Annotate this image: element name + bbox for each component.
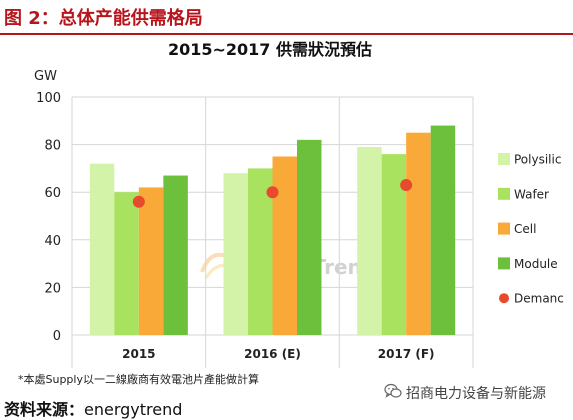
y-tick-label: 0 <box>53 329 61 344</box>
legend-swatch <box>498 222 510 235</box>
y-tick-label: 40 <box>44 234 61 249</box>
x-tick-label: 2015 <box>122 347 155 361</box>
energytrend-logo-icon <box>200 252 227 273</box>
wechat-brand: 招商电力设备与新能源 <box>384 383 546 403</box>
point-demanc-2015 <box>132 195 145 208</box>
legend-label: Wafer <box>514 187 549 201</box>
legend-item-demanc: Demanc <box>499 292 564 306</box>
x-tick-label: 2017 (F) <box>378 347 435 361</box>
point-demanc-2016-e <box>266 186 279 199</box>
bar-polysilic-2016-e <box>223 173 248 335</box>
bar-wafer-2015 <box>114 192 139 335</box>
y-tick-label: 20 <box>44 281 61 296</box>
legend-label: Polysilic <box>514 153 561 167</box>
footnote: *本處Supply以一二線廠商有效電池片產能做計算 <box>18 373 259 386</box>
y-tick-label: 60 <box>44 186 61 201</box>
header-divider <box>0 33 573 35</box>
source-value: energytrend <box>84 400 183 419</box>
y-axis-unit-label: GW <box>34 69 57 84</box>
legend-label: Cell <box>514 222 536 236</box>
point-demanc-2017-f <box>400 179 413 192</box>
bar-module-2016-e <box>297 139 322 335</box>
legend-item-polysilic: Polysilic <box>498 153 561 167</box>
bar-cell-2015 <box>138 187 164 335</box>
wechat-icon <box>384 383 402 403</box>
brand-name: 招商电力设备与新能源 <box>406 386 546 402</box>
legend-swatch <box>498 153 510 165</box>
figure-title: 图 2：总体产能供需格局 <box>4 8 203 29</box>
legend-item-module: Module <box>498 257 558 271</box>
bar-module-2015 <box>163 175 188 335</box>
legend-swatch <box>498 187 510 200</box>
bar-polysilic-2015 <box>89 163 115 335</box>
bar-polysilic-2017-f <box>357 146 382 335</box>
source-line: 资料来源：energytrend <box>4 396 182 420</box>
bar-module-2017-f <box>430 125 456 335</box>
y-tick-label: 80 <box>44 139 61 154</box>
y-tick-label: 100 <box>36 91 61 106</box>
legend-label: Demanc <box>514 292 564 306</box>
source-label: 资料来源： <box>4 400 85 419</box>
bar-cell-2016-e <box>272 156 297 335</box>
legend-item-wafer: Wafer <box>498 187 549 201</box>
legend-item-cell: Cell <box>498 222 536 236</box>
x-tick-label: 2016 (E) <box>244 347 301 361</box>
legend-label: Module <box>514 257 558 271</box>
bar-cell-2017-f <box>406 132 431 335</box>
chart-title: 2015~2017 供需狀況預估 <box>168 40 372 59</box>
legend: Polysilic Wafer Cell Module Demanc <box>498 153 564 306</box>
plot-area: 2015 2016 (E) 2017 (F) <box>89 125 456 361</box>
legend-swatch <box>498 257 510 270</box>
legend-swatch <box>499 293 509 304</box>
